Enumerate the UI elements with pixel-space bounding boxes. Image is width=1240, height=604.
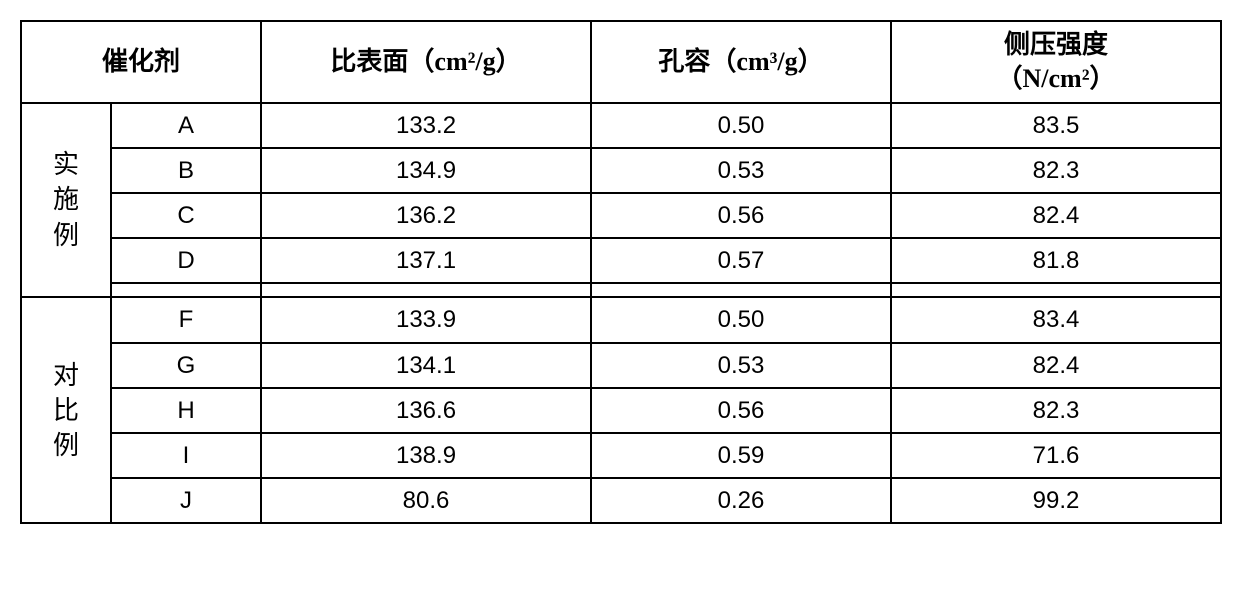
group0-char0: 实 (53, 147, 79, 182)
surface-area-value: 134.1 (261, 343, 591, 388)
catalyst-properties-table-container: 催化剂 比表面（cm²/g） 孔容（cm³/g） 侧压强度 （N/cm²） 实 … (20, 20, 1220, 524)
side-strength-value: 82.3 (891, 388, 1221, 433)
surface-area-value (261, 283, 591, 297)
pore-volume-value: 0.50 (591, 297, 891, 342)
surface-area-value: 138.9 (261, 433, 591, 478)
pore-volume-value: 0.26 (591, 478, 891, 523)
table-row: H 136.6 0.56 82.3 (21, 388, 1221, 433)
surface-area-value: 137.1 (261, 238, 591, 283)
pore-volume-value: 0.50 (591, 103, 891, 148)
pore-volume-value (591, 283, 891, 297)
catalyst-id: I (111, 433, 261, 478)
group1-char0: 对 (53, 358, 79, 393)
side-strength-line2: （N/cm²） (997, 64, 1116, 93)
side-strength-value: 82.4 (891, 193, 1221, 238)
table-header-row: 催化剂 比表面（cm²/g） 孔容（cm³/g） 侧压强度 （N/cm²） (21, 21, 1221, 103)
side-strength-value (891, 283, 1221, 297)
catalyst-id: D (111, 238, 261, 283)
pore-volume-value: 0.59 (591, 433, 891, 478)
table-row: J 80.6 0.26 99.2 (21, 478, 1221, 523)
table-row: I 138.9 0.59 71.6 (21, 433, 1221, 478)
group1-char2: 例 (53, 428, 79, 463)
side-strength-value: 82.3 (891, 148, 1221, 193)
catalyst-id: J (111, 478, 261, 523)
side-strength-value: 99.2 (891, 478, 1221, 523)
group0-char1: 施 (53, 182, 79, 217)
table-row: B 134.9 0.53 82.3 (21, 148, 1221, 193)
catalyst-id: A (111, 103, 261, 148)
group-label-examples: 实 施 例 (21, 103, 111, 298)
surface-area-value: 134.9 (261, 148, 591, 193)
table-row: G 134.1 0.53 82.4 (21, 343, 1221, 388)
col-header-pore-volume: 孔容（cm³/g） (591, 21, 891, 103)
pore-volume-value: 0.53 (591, 343, 891, 388)
table-row: D 137.1 0.57 81.8 (21, 238, 1221, 283)
col-header-side-strength: 侧压强度 （N/cm²） (891, 21, 1221, 103)
catalyst-id: B (111, 148, 261, 193)
catalyst-id: F (111, 297, 261, 342)
side-strength-value: 81.8 (891, 238, 1221, 283)
surface-area-value: 136.2 (261, 193, 591, 238)
pore-volume-value: 0.56 (591, 388, 891, 433)
table-row: C 136.2 0.56 82.4 (21, 193, 1221, 238)
catalyst-id: G (111, 343, 261, 388)
catalyst-properties-table: 催化剂 比表面（cm²/g） 孔容（cm³/g） 侧压强度 （N/cm²） 实 … (20, 20, 1222, 524)
side-strength-value: 82.4 (891, 343, 1221, 388)
surface-area-value: 133.9 (261, 297, 591, 342)
table-row (21, 283, 1221, 297)
pore-volume-value: 0.57 (591, 238, 891, 283)
pore-volume-value: 0.53 (591, 148, 891, 193)
col-header-surface-area: 比表面（cm²/g） (261, 21, 591, 103)
catalyst-id: H (111, 388, 261, 433)
surface-area-value: 80.6 (261, 478, 591, 523)
catalyst-id (111, 283, 261, 297)
group-label-comparisons: 对 比 例 (21, 297, 111, 523)
side-strength-value: 83.5 (891, 103, 1221, 148)
side-strength-value: 71.6 (891, 433, 1221, 478)
group1-char1: 比 (53, 393, 79, 428)
catalyst-id: C (111, 193, 261, 238)
table-row: 对 比 例 F 133.9 0.50 83.4 (21, 297, 1221, 342)
group0-char2: 例 (53, 218, 79, 253)
side-strength-line1: 侧压强度 (1004, 30, 1108, 59)
pore-volume-value: 0.56 (591, 193, 891, 238)
side-strength-value: 83.4 (891, 297, 1221, 342)
col-header-catalyst: 催化剂 (21, 21, 261, 103)
surface-area-value: 136.6 (261, 388, 591, 433)
surface-area-value: 133.2 (261, 103, 591, 148)
table-row: 实 施 例 A 133.2 0.50 83.5 (21, 103, 1221, 148)
